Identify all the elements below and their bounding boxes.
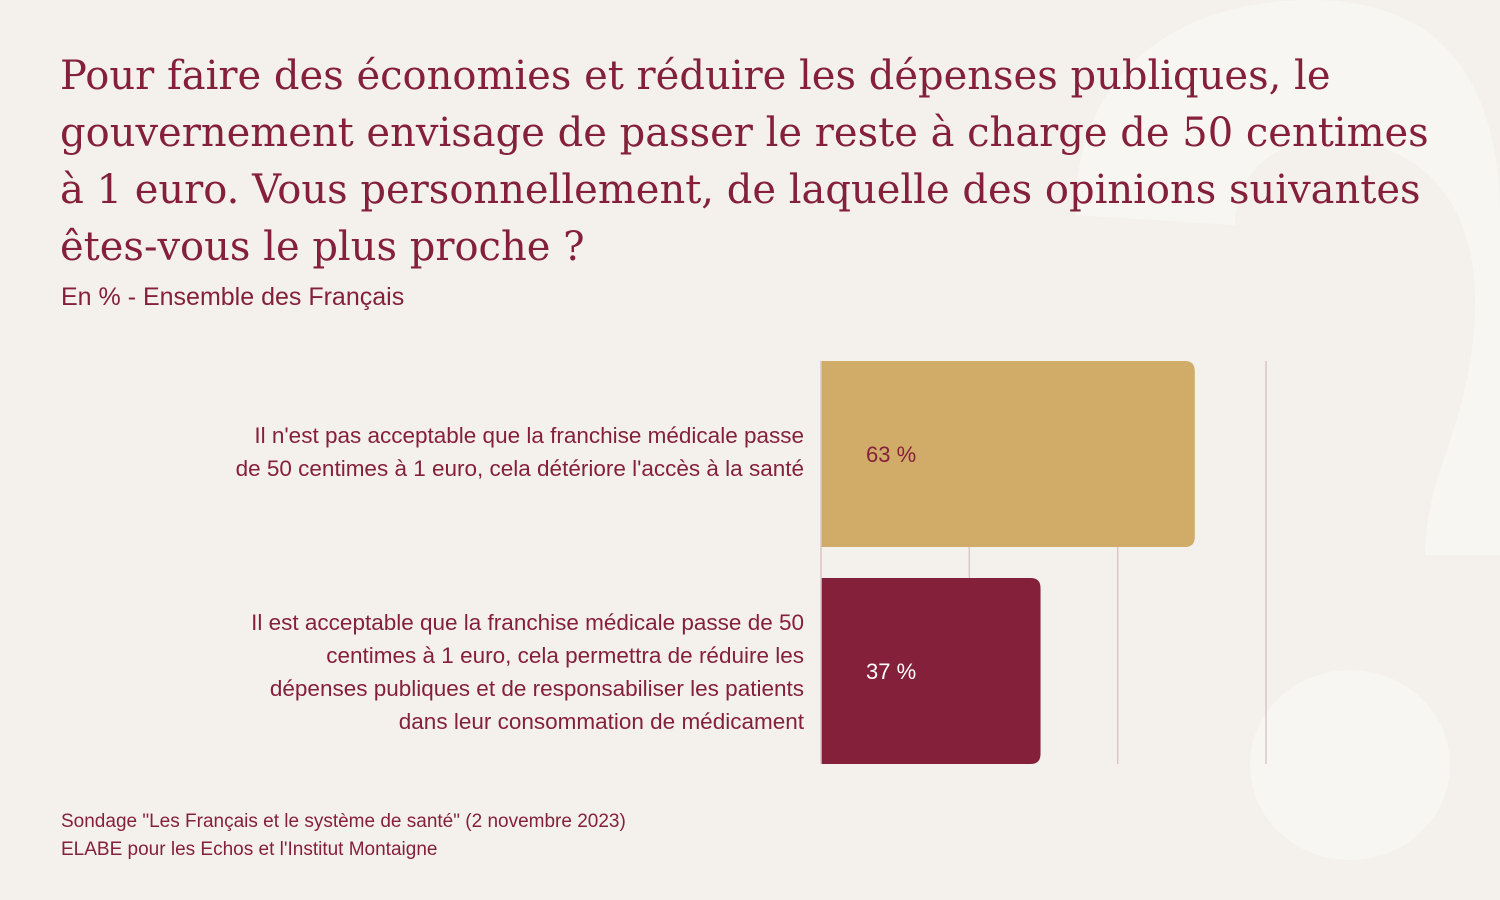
chart-subtitle: En % - Ensemble des Français	[61, 283, 405, 311]
source-note: Sondage "Les Français et le système de s…	[61, 808, 626, 864]
source-line-survey: Sondage "Les Français et le système de s…	[61, 811, 626, 832]
bar-0	[821, 361, 1195, 547]
bar-value-label-0: 63 %	[866, 442, 916, 467]
category-label-not-acceptable: Il n'est pas acceptable que la franchise…	[235, 423, 804, 481]
chart-title: Pour faire des économies et réduire les …	[60, 53, 1429, 270]
category-label-acceptable: Il est acceptable que la franchise médic…	[251, 610, 804, 734]
bar-value-label-1: 37 %	[866, 659, 916, 684]
source-line-publisher: ELABE pour les Echos et l'Institut Monta…	[61, 839, 438, 860]
bar-1	[821, 578, 1041, 764]
